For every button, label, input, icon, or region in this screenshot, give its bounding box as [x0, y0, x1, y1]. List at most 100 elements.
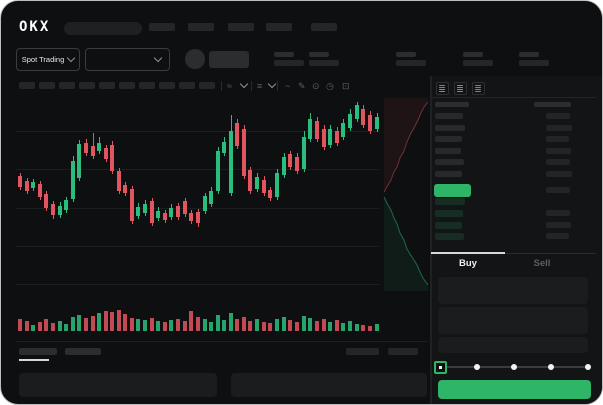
volume-bar: [268, 323, 272, 331]
volume-bar: [58, 321, 62, 331]
bid-amount: [546, 233, 569, 239]
book-bids-icon[interactable]: [454, 82, 467, 95]
order-input-field[interactable]: [438, 337, 588, 353]
stat-value: [309, 60, 339, 66]
candlestick: [209, 191, 213, 204]
candlestick: [84, 143, 88, 153]
timeframe-button[interactable]: [199, 82, 215, 89]
pair-select-dropdown[interactable]: [85, 48, 170, 71]
timeframe-button[interactable]: [179, 82, 195, 89]
order-input-field[interactable]: [438, 277, 588, 304]
candlestick: [58, 206, 62, 215]
tab-buy[interactable]: Buy: [459, 258, 477, 269]
volume-bar: [169, 320, 173, 331]
expand-icon[interactable]: ⊡: [342, 81, 350, 91]
volume-bar: [38, 322, 42, 331]
book-both-icon[interactable]: [436, 82, 449, 95]
ask-amount: [546, 187, 570, 193]
timeframe-button[interactable]: [39, 82, 55, 89]
timeframe-button[interactable]: [119, 82, 135, 89]
candlestick: [288, 154, 292, 167]
slider-stop[interactable]: [585, 364, 591, 370]
timeframe-button[interactable]: [79, 82, 95, 89]
volume-bar: [156, 321, 160, 331]
ask-amount: [546, 148, 571, 154]
camera-icon[interactable]: ⊙: [312, 81, 320, 91]
candlestick: [169, 208, 173, 217]
stripe: [457, 86, 463, 89]
candlestick: [203, 196, 207, 211]
bottom-tab[interactable]: [65, 348, 101, 355]
timeframe-button[interactable]: [19, 82, 35, 89]
ask-price: [435, 148, 461, 154]
slider-handle[interactable]: [434, 361, 447, 374]
stat-label: [274, 52, 294, 57]
slider-stop[interactable]: [548, 364, 554, 370]
volume-bar: [209, 322, 213, 331]
nav-item[interactable]: [266, 23, 292, 31]
nav-item[interactable]: [228, 23, 254, 31]
volume-bar: [150, 318, 154, 331]
gridline: [16, 169, 379, 170]
history-panel: [231, 373, 427, 397]
candlestick: [335, 131, 339, 143]
volume-bar: [262, 322, 266, 331]
volume-bar: [361, 325, 365, 331]
volume-bar: [176, 319, 180, 331]
volume-bar: [341, 323, 345, 331]
volume-bar: [117, 310, 121, 331]
slider-stop[interactable]: [511, 364, 517, 370]
bottom-toolbar-item[interactable]: [346, 348, 379, 355]
volume-bar: [130, 318, 134, 331]
toolbar-separator: [251, 81, 252, 91]
stripe: [439, 90, 445, 93]
volume-bar: [143, 320, 147, 331]
clock-icon[interactable]: ◷: [326, 81, 334, 91]
timeframe-button[interactable]: [99, 82, 115, 89]
nav-item[interactable]: [188, 23, 214, 31]
tab-sell[interactable]: Sell: [533, 258, 551, 269]
volume-bar: [222, 320, 226, 331]
line-tool-icon[interactable]: ~: [285, 81, 291, 91]
timeframe-button[interactable]: [139, 82, 155, 89]
volume-bar: [328, 322, 332, 331]
volume-bar: [183, 321, 187, 331]
pencil-icon[interactable]: ✎: [298, 81, 306, 91]
bottom-tab[interactable]: [19, 348, 57, 355]
timeframe-button[interactable]: [59, 82, 75, 89]
nav-item[interactable]: [149, 23, 175, 31]
volume-bar: [229, 313, 233, 331]
ask-price: [435, 159, 464, 165]
volume-bar: [248, 321, 252, 331]
bottom-toolbar-item[interactable]: [388, 348, 418, 355]
search-input[interactable]: [64, 22, 142, 35]
indicator-icon[interactable]: ≡: [257, 81, 263, 91]
volume-bar: [216, 315, 220, 331]
slider-stop[interactable]: [474, 364, 480, 370]
volume-bar: [97, 313, 101, 331]
ask-price: [435, 171, 462, 177]
nav-item[interactable]: [311, 23, 337, 31]
candlestick: [242, 129, 246, 176]
candlestick: [229, 131, 233, 193]
candlestick: [183, 201, 187, 214]
candlestick: [38, 184, 42, 197]
depth-chart: [383, 98, 429, 291]
ask-amount: [546, 125, 572, 131]
candlestick: [216, 151, 220, 191]
volume-bar: [123, 314, 127, 331]
book-asks-icon[interactable]: [472, 82, 485, 95]
volume-bar: [235, 319, 239, 331]
order-input-field[interactable]: [438, 307, 588, 334]
last-price-badge: [434, 184, 471, 197]
wave-icon[interactable]: ≈: [227, 81, 232, 91]
timeframe-button[interactable]: [159, 82, 175, 89]
stat-label: [519, 52, 539, 57]
spot-trading-dropdown[interactable]: Spot Trading: [16, 48, 80, 71]
buy-submit-button[interactable]: [438, 380, 591, 399]
volume-bar: [136, 319, 140, 331]
candlestick: [222, 142, 226, 153]
